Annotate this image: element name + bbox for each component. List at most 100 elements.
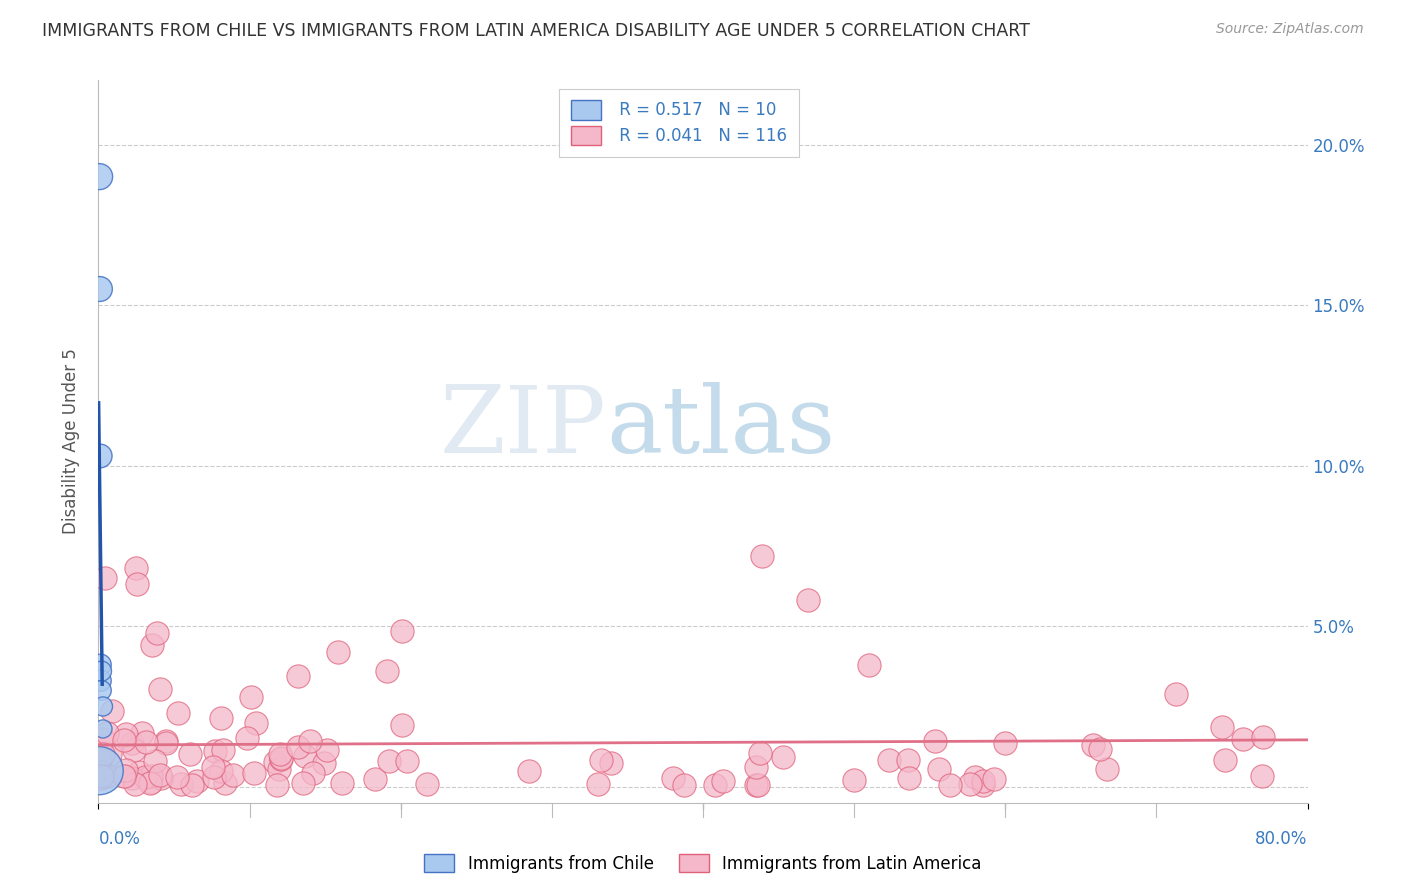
Point <box>204 744 226 758</box>
Point <box>266 778 288 792</box>
Point <box>91 699 114 714</box>
Point <box>101 704 124 718</box>
Point <box>287 669 309 683</box>
Point <box>139 775 162 789</box>
Point <box>269 763 291 777</box>
Point <box>112 733 135 747</box>
Point <box>375 665 398 679</box>
Point <box>121 736 143 750</box>
Point <box>98 747 121 761</box>
Point <box>391 718 413 732</box>
Point <box>291 776 314 790</box>
Point <box>121 771 143 785</box>
Point <box>146 625 169 640</box>
Text: IMMIGRANTS FROM CHILE VS IMMIGRANTS FROM LATIN AMERICA DISABILITY AGE UNDER 5 CO: IMMIGRANTS FROM CHILE VS IMMIGRANTS FROM… <box>42 22 1031 40</box>
Point <box>114 763 136 777</box>
Point <box>1251 769 1274 783</box>
Point <box>89 169 111 184</box>
Text: 80.0%: 80.0% <box>1256 830 1308 848</box>
Point <box>139 769 162 783</box>
Point <box>1095 762 1118 776</box>
Point <box>312 756 335 770</box>
Point <box>166 770 188 784</box>
Point <box>155 734 177 748</box>
Point <box>1232 732 1254 747</box>
Point <box>222 768 245 782</box>
Point <box>299 734 322 748</box>
Point <box>209 710 232 724</box>
Point <box>212 743 235 757</box>
Point <box>181 778 204 792</box>
Point <box>167 706 190 721</box>
Point <box>897 753 920 767</box>
Point <box>202 770 225 784</box>
Point <box>1164 687 1187 701</box>
Point <box>972 774 994 789</box>
Text: ZIP: ZIP <box>440 382 606 472</box>
Point <box>749 747 772 761</box>
Point <box>842 772 865 787</box>
Point <box>983 772 1005 786</box>
Point <box>245 716 267 731</box>
Point <box>672 778 695 792</box>
Point <box>90 764 112 779</box>
Point <box>797 592 820 607</box>
Point <box>711 774 734 789</box>
Point <box>90 664 112 678</box>
Point <box>586 777 609 791</box>
Point <box>96 768 118 782</box>
Point <box>91 769 114 783</box>
Point <box>91 722 114 736</box>
Point <box>96 726 118 740</box>
Point <box>994 736 1017 750</box>
Point <box>747 778 769 792</box>
Point <box>315 743 337 757</box>
Point <box>131 726 153 740</box>
Point <box>122 742 145 756</box>
Point <box>125 561 148 575</box>
Point <box>287 740 309 755</box>
Point <box>214 776 236 790</box>
Point <box>186 773 208 788</box>
Point <box>939 777 962 791</box>
Point <box>1211 720 1233 734</box>
Point <box>90 683 112 698</box>
Y-axis label: Disability Age Under 5: Disability Age Under 5 <box>62 349 80 534</box>
Point <box>858 657 880 672</box>
Point <box>391 624 413 639</box>
Point <box>149 768 172 782</box>
Point <box>127 577 149 591</box>
Point <box>378 754 401 768</box>
Point <box>91 747 114 762</box>
Point <box>662 771 685 785</box>
Point <box>236 731 259 745</box>
Point <box>928 762 950 776</box>
Point <box>591 753 613 767</box>
Text: 0.0%: 0.0% <box>98 830 141 848</box>
Point <box>877 753 900 767</box>
Point <box>395 755 418 769</box>
Point <box>135 735 157 749</box>
Point <box>240 690 263 704</box>
Point <box>1088 742 1111 756</box>
Point <box>128 764 150 779</box>
Point <box>141 638 163 652</box>
Point <box>115 727 138 741</box>
Point <box>745 760 768 774</box>
Point <box>149 771 172 785</box>
Point <box>143 754 166 768</box>
Point <box>170 777 193 791</box>
Point <box>963 770 986 784</box>
Point <box>148 682 170 697</box>
Legend: Immigrants from Chile, Immigrants from Latin America: Immigrants from Chile, Immigrants from L… <box>418 847 988 880</box>
Point <box>332 775 354 789</box>
Text: atlas: atlas <box>606 382 835 472</box>
Point <box>114 768 136 782</box>
Point <box>972 778 994 792</box>
Point <box>416 777 439 791</box>
Point <box>209 764 232 779</box>
Point <box>134 770 156 784</box>
Point <box>269 747 291 762</box>
Point <box>90 673 112 688</box>
Point <box>242 766 264 780</box>
